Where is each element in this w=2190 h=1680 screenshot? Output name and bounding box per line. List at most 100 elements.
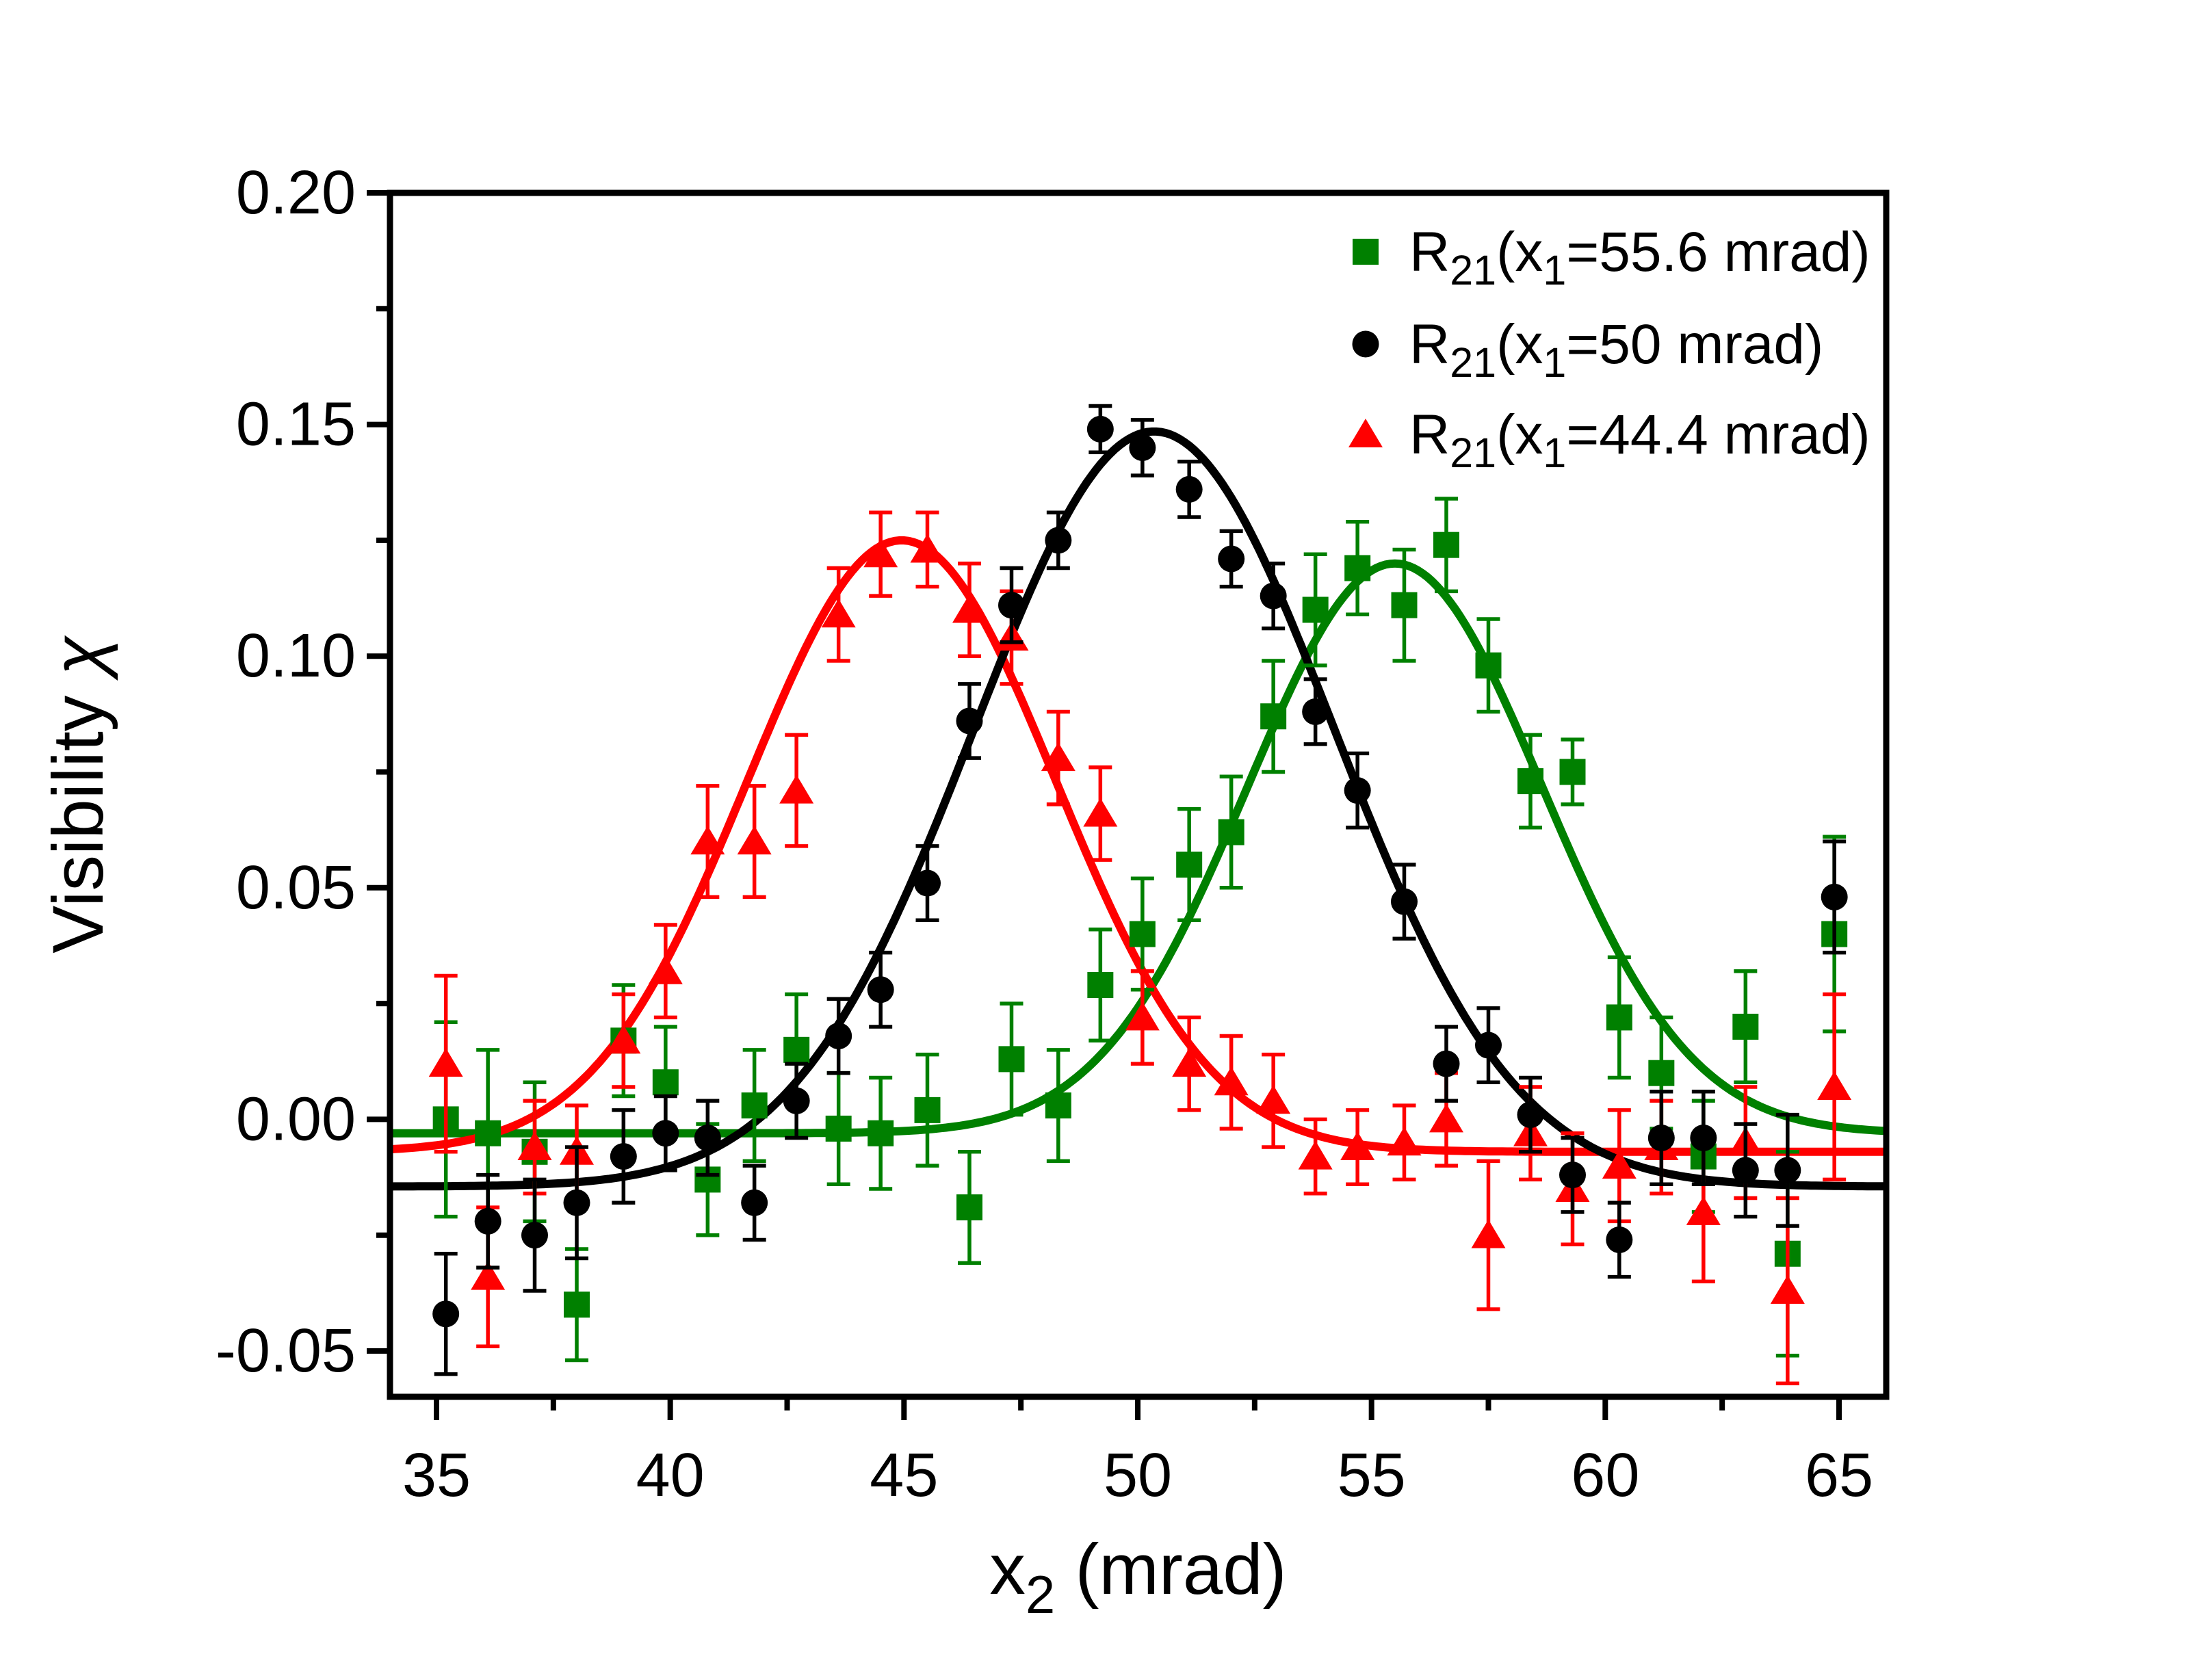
legend-item-black: R21(x1=50 mrad) bbox=[1352, 313, 1823, 386]
data-point-marker bbox=[1817, 1071, 1852, 1100]
x-axis-label: x2 (mrad) bbox=[989, 1530, 1286, 1625]
data-point-marker bbox=[517, 1131, 552, 1161]
data-point-marker bbox=[1433, 1050, 1460, 1077]
data-point-marker bbox=[863, 538, 898, 568]
data-point-marker bbox=[741, 1092, 768, 1119]
data-point-marker bbox=[1125, 1001, 1160, 1031]
y-tick-label: 0.10 bbox=[236, 622, 356, 690]
data-point-marker bbox=[1340, 1131, 1375, 1161]
data-point-marker bbox=[1770, 1274, 1805, 1304]
data-point-marker bbox=[1175, 475, 1203, 503]
data-point-marker bbox=[1690, 1124, 1717, 1151]
data-point-marker bbox=[652, 1069, 679, 1096]
data-point-marker bbox=[606, 1025, 641, 1054]
series-black bbox=[432, 404, 1848, 1376]
data-point-marker bbox=[783, 1036, 810, 1063]
fit-curves bbox=[390, 427, 1886, 1191]
data-point-marker bbox=[1172, 1048, 1207, 1077]
data-point-marker bbox=[1732, 1013, 1759, 1040]
data-point-marker bbox=[694, 1124, 721, 1151]
data-point-marker bbox=[1774, 1157, 1801, 1184]
data-point-marker bbox=[1686, 1196, 1721, 1225]
x-tick-label: 50 bbox=[1104, 1441, 1172, 1510]
series-red bbox=[428, 510, 1852, 1386]
legend-label: R21(x1=50 mrad) bbox=[1409, 313, 1823, 386]
data-point-marker bbox=[1041, 742, 1076, 772]
data-point-marker bbox=[998, 592, 1025, 619]
x-axis-ticks: 35 40 45 50 55 60 65 bbox=[402, 1397, 1873, 1510]
data-point-marker bbox=[1129, 434, 1156, 461]
data-point-marker bbox=[1260, 703, 1287, 730]
data-point-marker bbox=[1648, 1060, 1675, 1086]
data-point-marker bbox=[952, 594, 987, 623]
x-tick-label: 60 bbox=[1571, 1441, 1639, 1510]
data-point-marker bbox=[1087, 972, 1114, 999]
data-point-marker bbox=[1129, 921, 1156, 947]
data-point-marker bbox=[428, 1048, 463, 1077]
data-point-marker bbox=[1517, 768, 1543, 795]
legend-label: R21(x1=44.4 mrad) bbox=[1409, 404, 1870, 476]
data-point-marker bbox=[1387, 1127, 1422, 1156]
data-point-marker bbox=[1214, 1066, 1249, 1096]
data-point-marker bbox=[779, 774, 814, 804]
data-point-marker bbox=[998, 1046, 1025, 1073]
data-point-marker bbox=[564, 1291, 590, 1318]
data-point-marker bbox=[1391, 888, 1418, 915]
data-point-marker bbox=[737, 826, 772, 855]
legend-marker-triangle bbox=[1348, 419, 1383, 447]
data-point-marker bbox=[1606, 1004, 1632, 1031]
x-tick-label: 65 bbox=[1805, 1441, 1873, 1510]
data-point-marker bbox=[1602, 1150, 1637, 1179]
data-point-marker bbox=[610, 1143, 637, 1170]
data-point-marker bbox=[648, 955, 683, 984]
data-point-marker bbox=[1559, 759, 1586, 785]
data-point-marker bbox=[1344, 555, 1371, 581]
data-point-marker bbox=[1260, 582, 1287, 609]
legend-item-green: R21(x1=55.6 mrad) bbox=[1353, 221, 1870, 293]
data-point-marker bbox=[1475, 652, 1502, 679]
data-point-marker bbox=[867, 976, 894, 1003]
data-point-marker bbox=[475, 1120, 501, 1146]
legend: R21(x1=55.6 mrad) R21(x1=50 mrad) R21(x1=4… bbox=[1348, 221, 1870, 476]
data-point-marker bbox=[783, 1087, 810, 1114]
data-point-marker bbox=[1475, 1032, 1502, 1059]
data-point-marker bbox=[652, 1120, 679, 1147]
data-point-marker bbox=[474, 1207, 501, 1235]
y-axis-ticks: 0.20 0.15 0.10 0.05 0.00 -0.05 bbox=[216, 159, 390, 1385]
data-point-marker bbox=[1176, 851, 1203, 878]
data-point-marker bbox=[1256, 1085, 1291, 1114]
x-tick-label: 45 bbox=[870, 1441, 938, 1510]
data-point-marker bbox=[1471, 1219, 1506, 1248]
x-tick-label: 40 bbox=[636, 1441, 705, 1510]
x-tick-label: 55 bbox=[1338, 1441, 1406, 1510]
data-point-marker bbox=[1298, 1140, 1333, 1170]
data-point-marker bbox=[1302, 698, 1329, 725]
data-point-marker bbox=[821, 599, 856, 628]
data-point-marker bbox=[471, 1261, 506, 1290]
data-point-marker bbox=[825, 1023, 852, 1050]
data-point-marker bbox=[914, 1097, 941, 1123]
data-point-marker bbox=[1302, 596, 1329, 623]
data-point-marker bbox=[1045, 527, 1072, 554]
data-point-marker bbox=[1821, 883, 1848, 910]
data-point-marker bbox=[1517, 1101, 1544, 1129]
data-point-marker bbox=[914, 869, 941, 897]
y-tick-label: 0.00 bbox=[236, 1085, 356, 1153]
y-tick-label: 0.05 bbox=[236, 854, 356, 922]
data-point-marker bbox=[1218, 819, 1244, 845]
data-point-marker bbox=[1559, 1161, 1586, 1189]
data-point-marker bbox=[956, 1194, 982, 1221]
y-tick-label: 0.15 bbox=[236, 391, 356, 459]
data-point-marker bbox=[1647, 1124, 1675, 1151]
y-axis-label: Visibility χ bbox=[38, 635, 118, 954]
y-tick-label: 0.20 bbox=[236, 159, 356, 227]
data-point-marker bbox=[1433, 531, 1459, 558]
legend-marker-circle bbox=[1352, 330, 1379, 358]
legend-item-red: R21(x1=44.4 mrad) bbox=[1348, 404, 1870, 476]
data-point-marker bbox=[1391, 592, 1418, 618]
legend-marker-square bbox=[1353, 239, 1379, 265]
data-point-marker bbox=[521, 1222, 548, 1249]
data-point-marker bbox=[1732, 1157, 1759, 1184]
